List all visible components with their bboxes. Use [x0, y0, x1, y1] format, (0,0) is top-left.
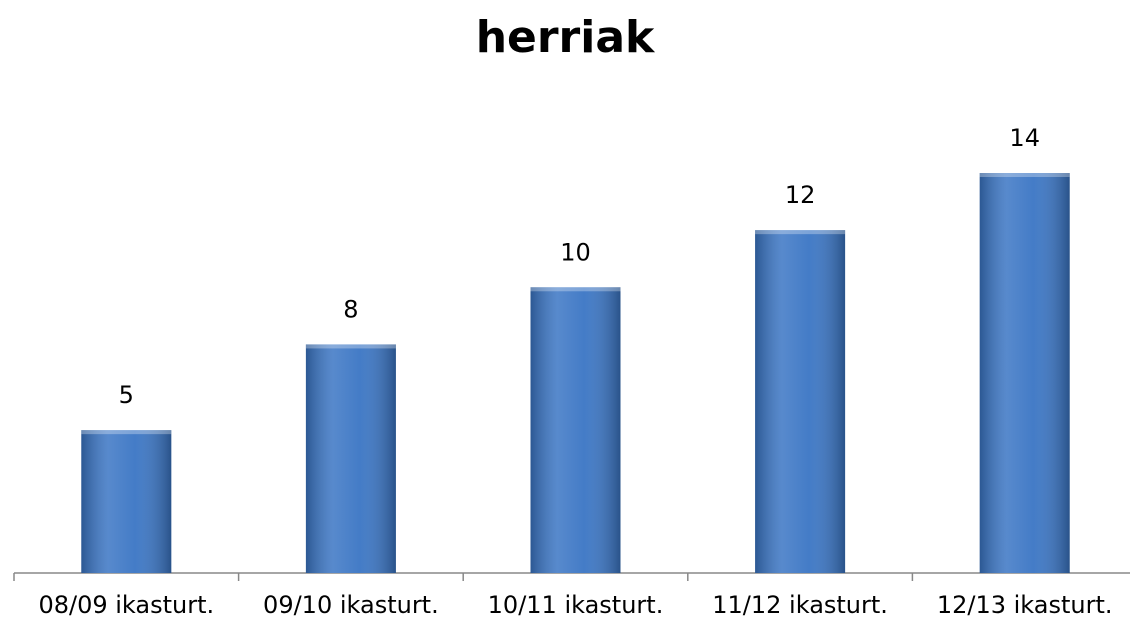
bar-top [530, 287, 621, 292]
bar-top [305, 344, 396, 349]
data-label: 14 [1009, 124, 1040, 152]
bar-top [81, 430, 172, 435]
x-tick-label: 12/13 ikasturt. [937, 591, 1113, 619]
bar-shine [979, 173, 1070, 573]
bar-shine [755, 230, 846, 573]
bar-shine [530, 287, 621, 573]
bar-top [979, 173, 1070, 177]
bar-shine [305, 344, 396, 573]
x-tick-label: 10/11 ikasturt. [488, 591, 664, 619]
data-label: 8 [343, 295, 358, 323]
x-tick-label: 08/09 ikasturt. [38, 591, 214, 619]
x-tick-label: 11/12 ikasturt. [712, 591, 888, 619]
bar-shine [81, 430, 172, 573]
data-label: 5 [119, 381, 134, 409]
data-label: 12 [785, 181, 816, 209]
data-label: 10 [560, 238, 591, 266]
chart-title: herriak [476, 12, 656, 63]
x-tick-label: 09/10 ikasturt. [263, 591, 439, 619]
bar-top [755, 230, 846, 235]
